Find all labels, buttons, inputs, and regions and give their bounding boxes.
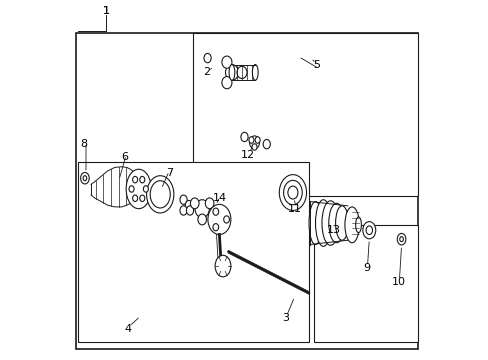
Ellipse shape [355, 217, 361, 233]
Ellipse shape [81, 172, 89, 184]
Ellipse shape [140, 195, 144, 202]
Ellipse shape [185, 201, 192, 210]
Ellipse shape [129, 186, 134, 192]
Text: 10: 10 [391, 277, 405, 287]
Ellipse shape [146, 176, 174, 213]
Ellipse shape [223, 216, 229, 223]
Ellipse shape [237, 66, 246, 78]
Text: 11: 11 [287, 204, 301, 214]
Ellipse shape [132, 195, 137, 202]
Ellipse shape [198, 214, 206, 225]
Ellipse shape [241, 132, 247, 141]
Ellipse shape [212, 208, 218, 215]
Ellipse shape [207, 204, 230, 234]
Text: 1: 1 [103, 6, 110, 17]
Ellipse shape [203, 53, 211, 63]
Ellipse shape [308, 202, 321, 244]
Ellipse shape [248, 137, 253, 143]
Ellipse shape [255, 137, 260, 143]
Ellipse shape [315, 200, 330, 246]
Text: 1: 1 [103, 6, 110, 17]
Ellipse shape [195, 200, 209, 218]
Ellipse shape [396, 233, 405, 245]
Polygon shape [192, 33, 417, 196]
Ellipse shape [225, 64, 238, 80]
Ellipse shape [228, 64, 234, 80]
Ellipse shape [283, 180, 302, 205]
Text: 4: 4 [124, 324, 131, 334]
Ellipse shape [287, 186, 297, 199]
Ellipse shape [279, 175, 306, 211]
Ellipse shape [150, 181, 170, 208]
Ellipse shape [140, 176, 144, 183]
Ellipse shape [132, 176, 137, 183]
Text: 6: 6 [121, 152, 127, 162]
Ellipse shape [328, 203, 344, 243]
Ellipse shape [190, 198, 199, 209]
Text: 7: 7 [165, 168, 172, 178]
Ellipse shape [180, 195, 187, 204]
Ellipse shape [126, 169, 151, 209]
Ellipse shape [212, 224, 218, 231]
Ellipse shape [321, 201, 339, 245]
Ellipse shape [186, 206, 193, 215]
Ellipse shape [366, 226, 372, 234]
Text: 13: 13 [326, 225, 341, 235]
Ellipse shape [143, 186, 148, 192]
Ellipse shape [83, 176, 86, 181]
Ellipse shape [222, 77, 231, 89]
Ellipse shape [222, 56, 231, 68]
Ellipse shape [362, 222, 375, 239]
Ellipse shape [249, 136, 259, 149]
Polygon shape [78, 162, 308, 342]
Ellipse shape [215, 255, 230, 277]
Polygon shape [314, 225, 417, 342]
Text: 8: 8 [80, 139, 87, 149]
Ellipse shape [344, 207, 359, 243]
Text: 9: 9 [362, 263, 369, 273]
Ellipse shape [263, 139, 270, 149]
Ellipse shape [180, 206, 187, 215]
Ellipse shape [335, 206, 348, 240]
Bar [76, 33, 418, 348]
Text: 2: 2 [203, 67, 210, 77]
Ellipse shape [205, 198, 214, 209]
Text: 5: 5 [312, 60, 319, 70]
Ellipse shape [251, 144, 257, 150]
Ellipse shape [399, 237, 403, 242]
Text: 14: 14 [212, 193, 226, 203]
Text: 3: 3 [282, 313, 288, 323]
Text: 12: 12 [241, 150, 255, 160]
Ellipse shape [252, 64, 258, 80]
